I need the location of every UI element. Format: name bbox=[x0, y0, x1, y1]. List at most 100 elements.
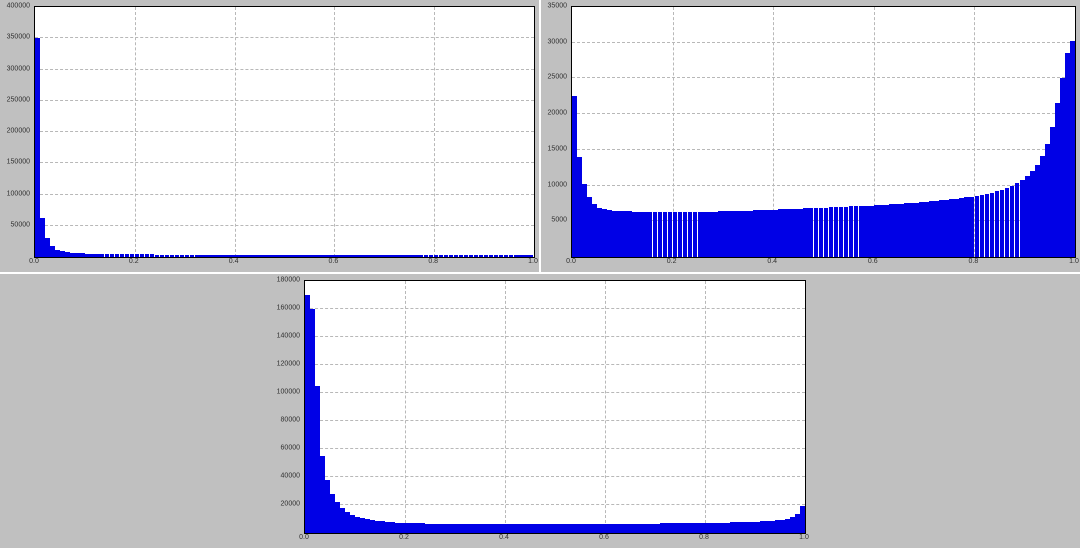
bar bbox=[414, 255, 419, 257]
bar bbox=[239, 255, 244, 257]
bar bbox=[175, 255, 180, 257]
ytick-label: 250000 bbox=[7, 96, 30, 103]
bar bbox=[405, 523, 410, 533]
bar bbox=[839, 207, 844, 257]
bar bbox=[602, 209, 607, 257]
bar bbox=[530, 524, 535, 533]
bar bbox=[605, 524, 610, 533]
bar bbox=[480, 524, 485, 533]
bar bbox=[1000, 190, 1005, 257]
bar bbox=[1010, 186, 1015, 257]
bar bbox=[349, 255, 354, 257]
bar bbox=[180, 255, 185, 257]
bar bbox=[359, 255, 364, 257]
ytick-label: 120000 bbox=[277, 361, 300, 368]
bar bbox=[425, 524, 430, 533]
bar bbox=[959, 198, 964, 257]
bars-top-right bbox=[572, 7, 1075, 257]
bar bbox=[673, 212, 678, 257]
bar bbox=[600, 524, 605, 533]
bar bbox=[400, 523, 405, 533]
bar bbox=[545, 524, 550, 533]
bar bbox=[869, 206, 874, 257]
bar bbox=[785, 519, 790, 533]
bar bbox=[723, 211, 728, 257]
bar bbox=[464, 255, 469, 257]
bar bbox=[380, 521, 385, 533]
bars-bottom bbox=[305, 281, 805, 533]
bar bbox=[510, 524, 515, 533]
bar bbox=[155, 255, 160, 258]
bar bbox=[334, 255, 339, 257]
bar bbox=[490, 524, 495, 533]
bar bbox=[195, 255, 200, 257]
bar bbox=[700, 523, 705, 533]
bar bbox=[655, 524, 660, 533]
bar bbox=[622, 211, 627, 257]
bar bbox=[753, 210, 758, 257]
bar bbox=[305, 295, 310, 533]
bar bbox=[495, 524, 500, 533]
bar bbox=[765, 521, 770, 533]
bar bbox=[190, 255, 195, 257]
bar bbox=[50, 246, 55, 257]
bar bbox=[185, 255, 190, 257]
bar bbox=[834, 207, 839, 257]
bar bbox=[788, 209, 793, 257]
bar bbox=[849, 206, 854, 257]
bar bbox=[518, 255, 523, 257]
bar bbox=[110, 254, 115, 257]
panel-bottom-row: 0.00.20.40.60.81.02000040000600008000010… bbox=[0, 274, 1080, 548]
bar bbox=[424, 255, 429, 257]
xtick-label: 1.0 bbox=[799, 534, 809, 541]
bar bbox=[340, 508, 345, 533]
bar bbox=[894, 204, 899, 257]
bar bbox=[738, 211, 743, 257]
bar bbox=[550, 524, 555, 533]
bar bbox=[523, 255, 528, 257]
plot-area-top-left bbox=[34, 6, 535, 258]
bar bbox=[365, 519, 370, 533]
bar bbox=[572, 96, 577, 257]
bar bbox=[625, 524, 630, 533]
bar bbox=[969, 197, 974, 258]
bar bbox=[259, 255, 264, 257]
bar bbox=[289, 255, 294, 257]
ytick-label: 40000 bbox=[281, 473, 300, 480]
bar bbox=[658, 212, 663, 257]
bar bbox=[778, 209, 783, 257]
bar bbox=[284, 255, 289, 257]
xtick-label: 0.6 bbox=[868, 258, 878, 265]
ytick-label: 15000 bbox=[548, 145, 567, 152]
bar bbox=[944, 200, 949, 257]
bar bbox=[434, 255, 439, 257]
bar bbox=[100, 254, 105, 257]
bar bbox=[595, 524, 600, 533]
bar bbox=[310, 309, 315, 533]
bar bbox=[335, 502, 340, 533]
bar bbox=[299, 255, 304, 257]
bar bbox=[444, 255, 449, 257]
bar bbox=[254, 255, 259, 257]
bar bbox=[763, 210, 768, 257]
bar bbox=[854, 206, 859, 257]
bar bbox=[607, 210, 612, 257]
bar bbox=[1015, 183, 1020, 257]
bar bbox=[394, 255, 399, 257]
bar bbox=[214, 255, 219, 257]
bar bbox=[1065, 53, 1070, 257]
bar bbox=[209, 255, 214, 257]
bar bbox=[663, 212, 668, 257]
xtick-label: 0.2 bbox=[399, 534, 409, 541]
bar bbox=[329, 255, 334, 257]
ytick-label: 50000 bbox=[11, 221, 30, 228]
bar bbox=[665, 523, 670, 533]
bar bbox=[450, 524, 455, 533]
xtick-label: 0.8 bbox=[699, 534, 709, 541]
bar bbox=[40, 218, 45, 257]
bar bbox=[135, 254, 140, 257]
bar bbox=[708, 212, 713, 257]
bar bbox=[355, 517, 360, 533]
bar bbox=[420, 523, 425, 533]
bar bbox=[660, 523, 665, 533]
